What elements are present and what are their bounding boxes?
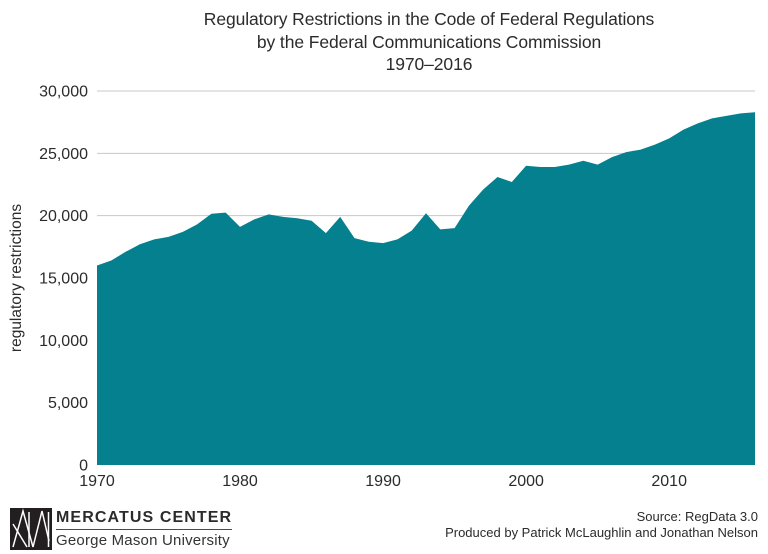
x-tick-label: 1970 [79,473,115,490]
mercatus-logo-icon [10,508,52,550]
y-tick-label: 5,000 [48,395,88,412]
chart-title: Regulatory Restrictions in the Code of F… [90,8,768,76]
source-attribution: Source: RegData 3.0 Produced by Patrick … [445,509,758,540]
chart-title-line3: 1970–2016 [385,54,473,74]
mercatus-logo-subtitle: George Mason University [56,532,230,549]
y-tick-label: 25,000 [39,146,88,163]
y-tick-label: 0 [79,458,88,475]
source-line: Source: RegData 3.0 [636,509,758,524]
area-series [97,112,755,465]
y-tick-label: 30,000 [39,84,88,101]
x-tick-label: 1990 [365,473,401,490]
mercatus-logo-title: MERCATUS CENTER [56,509,233,530]
y-tick-label: 15,000 [39,271,88,288]
y-tick-label: 10,000 [39,333,88,350]
y-tick-label: 20,000 [39,208,88,225]
produced-by-line: Produced by Patrick McLaughlin and Jonat… [445,524,758,540]
chart-title-line2: by the Federal Communications Commission [256,31,602,52]
mercatus-logo-text: MERCATUS CENTER George Mason University [56,509,233,549]
x-tick-label: 2010 [651,473,687,490]
chart-title-line1: Regulatory Restrictions in the Code of F… [203,9,655,29]
x-tick-label: 2000 [508,473,544,490]
x-tick-label: 1980 [222,473,258,490]
